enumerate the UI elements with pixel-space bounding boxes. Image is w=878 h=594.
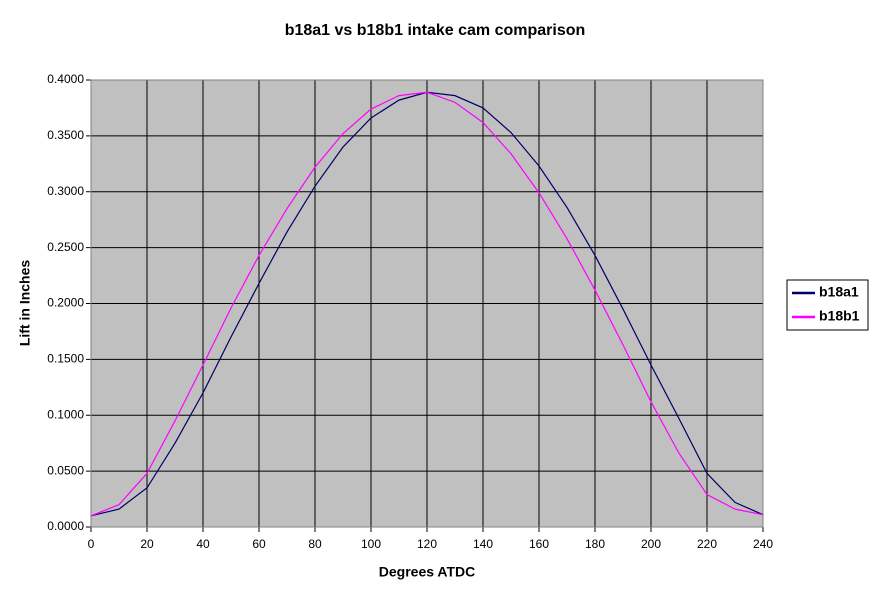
chart-title: b18a1 vs b18b1 intake cam comparison	[285, 22, 586, 39]
x-tick-label: 180	[585, 537, 605, 551]
x-tick-label: 100	[361, 537, 381, 551]
x-tick-label: 120	[417, 537, 437, 551]
x-tick-label: 0	[88, 537, 95, 551]
y-tick-label: 0.1000	[47, 407, 84, 421]
y-tick-label: 0.1500	[47, 352, 84, 366]
x-axis-label: Degrees ATDC	[379, 564, 475, 580]
x-tick-label: 220	[697, 537, 717, 551]
x-tick-label: 80	[308, 537, 322, 551]
plot-border	[90, 79, 764, 528]
series-line	[90, 91, 764, 517]
legend-box	[786, 279, 869, 331]
y-tick-label: 0.0000	[47, 519, 84, 533]
legend-label: b18a1	[819, 284, 859, 300]
legend-label: b18b1	[819, 308, 860, 324]
x-tick-label: 240	[753, 537, 773, 551]
x-tick-label: 160	[529, 537, 549, 551]
y-tick-label: 0.4000	[47, 72, 84, 86]
x-tick-label: 200	[641, 537, 661, 551]
y-tick-label: 0.2500	[47, 240, 84, 254]
y-axis-label: Lift in Inches	[17, 260, 33, 347]
x-tick-label: 20	[140, 537, 154, 551]
x-tick-label: 40	[196, 537, 210, 551]
y-tick-label: 0.2000	[47, 296, 84, 310]
y-tick-label: 0.3000	[47, 184, 84, 198]
x-tick-label: 60	[252, 537, 266, 551]
y-tick-label: 0.0500	[47, 463, 84, 477]
y-tick-label: 0.3500	[47, 128, 84, 142]
x-tick-label: 140	[473, 537, 493, 551]
